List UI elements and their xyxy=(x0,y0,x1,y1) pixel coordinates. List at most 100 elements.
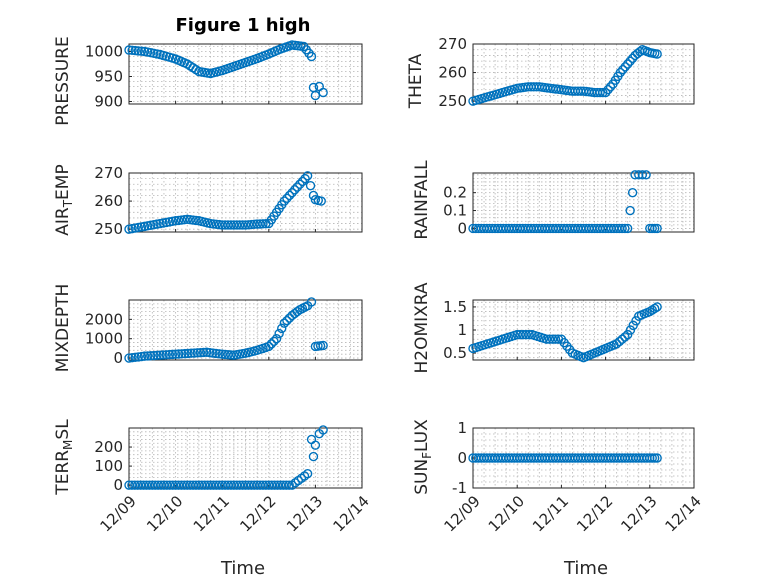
data-point xyxy=(620,62,630,72)
data-point xyxy=(272,480,283,490)
data-point xyxy=(623,329,633,340)
data-point xyxy=(127,480,137,490)
ylabel-air-temp: AIRTEMP xyxy=(53,164,75,235)
y-tick-label: 1000 xyxy=(85,330,123,348)
data-point xyxy=(186,348,196,358)
data-point xyxy=(243,220,254,230)
data-point xyxy=(271,334,282,344)
data-point xyxy=(234,220,245,230)
data-point xyxy=(195,347,206,358)
y-tick-label: 0 xyxy=(457,219,467,237)
data-point xyxy=(183,348,193,359)
data-point xyxy=(138,480,149,490)
data-point xyxy=(173,480,184,490)
data-point xyxy=(541,334,552,344)
data-point xyxy=(274,328,284,339)
data-point xyxy=(149,350,159,361)
data-point xyxy=(316,196,326,206)
data-point xyxy=(185,480,195,490)
y-tick-label: 250 xyxy=(438,92,467,110)
y-tick-label: 260 xyxy=(94,192,123,210)
data-point xyxy=(302,469,313,479)
data-point xyxy=(217,349,227,359)
data-point xyxy=(198,347,209,358)
data-point xyxy=(180,348,190,359)
data-point xyxy=(170,349,181,359)
data-point xyxy=(278,480,289,490)
data-point xyxy=(308,451,319,462)
data-point xyxy=(258,219,268,229)
data-point xyxy=(282,193,292,203)
axes-frame xyxy=(472,43,695,105)
data-point xyxy=(269,336,279,346)
data-point xyxy=(652,302,662,312)
data-point xyxy=(318,340,328,351)
data-point xyxy=(595,87,605,98)
data-point xyxy=(310,90,321,101)
data-point xyxy=(246,219,257,230)
xlabel-time-left: Time xyxy=(220,558,265,579)
x-tick-label: 12/14 xyxy=(662,492,705,535)
data-point xyxy=(544,334,555,344)
data-point xyxy=(249,480,259,490)
data-point xyxy=(174,349,184,359)
data-point xyxy=(153,480,163,490)
data-point xyxy=(652,49,662,59)
axes-frame xyxy=(128,43,363,105)
data-point xyxy=(306,297,317,307)
data-point xyxy=(258,480,268,490)
data-point xyxy=(197,480,207,490)
y-tick-label: 260 xyxy=(438,64,467,82)
data-point xyxy=(211,480,222,490)
x-tick-label: 12/12 xyxy=(236,492,279,535)
data-point xyxy=(127,352,137,363)
data-point xyxy=(133,480,143,490)
data-point xyxy=(652,453,662,463)
data-point xyxy=(615,67,626,78)
data-point xyxy=(229,480,239,490)
subplot-grid: 900950100025026027025026027000.10.201000… xyxy=(85,35,705,535)
data-point xyxy=(124,480,134,490)
data-point xyxy=(133,46,144,56)
data-point xyxy=(232,480,242,490)
ylabel-pressure: PRESSURE xyxy=(53,36,73,125)
data-point xyxy=(297,176,308,187)
data-point xyxy=(518,329,528,340)
data-point xyxy=(135,480,146,490)
ylabel-sun-flux: SUNFLUX xyxy=(412,419,434,495)
data-point xyxy=(255,219,265,229)
data-point xyxy=(246,480,257,490)
data-point xyxy=(136,351,147,362)
data-point xyxy=(627,53,638,63)
data-point xyxy=(226,220,236,230)
data-point xyxy=(261,480,271,490)
data-point xyxy=(179,480,190,490)
data-point xyxy=(226,480,236,490)
data-point xyxy=(201,347,212,357)
y-tick-label: 250 xyxy=(94,220,123,238)
data-point xyxy=(150,480,160,490)
data-point xyxy=(188,480,198,490)
subplot-rainfall: 00.10.2 xyxy=(443,170,695,237)
data-point xyxy=(194,480,204,490)
data-point xyxy=(167,349,178,360)
data-point xyxy=(223,480,233,490)
data-point xyxy=(628,320,638,331)
data-point xyxy=(614,336,625,347)
data-point xyxy=(287,187,297,198)
data-point xyxy=(306,51,317,62)
y-tick-label: 0.1 xyxy=(443,202,467,220)
data-point xyxy=(279,318,290,328)
data-point xyxy=(310,440,321,450)
data-point xyxy=(223,220,233,230)
data-point xyxy=(623,223,633,234)
data-point xyxy=(266,339,277,349)
data-point xyxy=(139,351,150,361)
data-point xyxy=(550,334,561,344)
data-point xyxy=(605,82,616,92)
y-tick-label: 1 xyxy=(457,321,467,339)
axes-frame xyxy=(128,172,363,233)
data-point xyxy=(267,480,277,490)
